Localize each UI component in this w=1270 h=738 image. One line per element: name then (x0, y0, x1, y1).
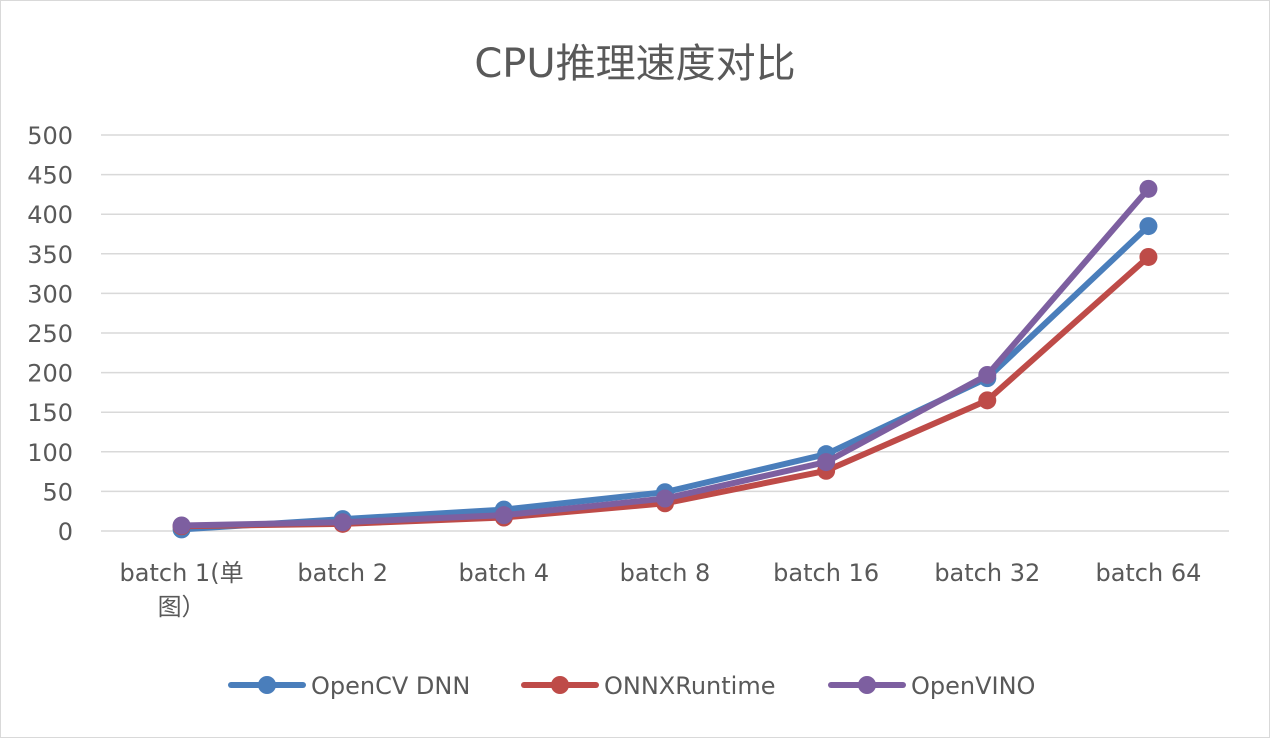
data-point (1139, 247, 1158, 266)
y-tick-label: 450 (27, 162, 73, 190)
x-tick-label: batch 8 (620, 559, 711, 587)
x-tick-label: batch 16 (773, 559, 879, 587)
y-tick-label: 100 (27, 439, 73, 467)
y-tick-label: 300 (27, 280, 73, 308)
y-tick-label: 0 (58, 518, 73, 546)
data-point (1139, 179, 1158, 198)
y-tick-label: 200 (27, 360, 73, 388)
data-point (333, 513, 352, 532)
legend-swatch-marker (858, 676, 876, 694)
legend-label: OpenCV DNN (311, 672, 470, 700)
legend-item[interactable]: ONNXRuntime (521, 672, 775, 700)
data-point (978, 391, 997, 410)
y-tick-label: 500 (27, 122, 73, 150)
x-tick-label: batch 4 (459, 559, 550, 587)
data-point (1139, 217, 1158, 236)
y-tick-label: 350 (27, 241, 73, 269)
legend-item[interactable]: OpenVINO (828, 672, 1035, 700)
data-point (978, 365, 997, 384)
legend[interactable]: OpenCV DNN ONNXRuntime OpenVINO (228, 672, 1035, 700)
legend-swatch-marker (551, 676, 569, 694)
series-lines (172, 179, 1158, 539)
y-tick-label: 150 (27, 399, 73, 427)
series-line (178, 185, 1152, 529)
data-point (656, 489, 674, 508)
legend-label: OpenVINO (911, 672, 1035, 700)
x-tick-label: batch 1(单图） (120, 559, 244, 621)
x-tick-label: batch 32 (934, 559, 1040, 587)
data-point (817, 453, 836, 472)
legend-swatch-marker (258, 676, 276, 694)
data-point (494, 506, 513, 525)
x-tick-label: batch 64 (1095, 559, 1201, 587)
legend-item[interactable]: OpenCV DNN (228, 672, 470, 700)
y-tick-label: 250 (27, 320, 73, 348)
legend-label: ONNXRuntime (604, 672, 775, 700)
data-point (172, 516, 191, 535)
y-tick-label: 400 (27, 201, 73, 229)
series-openvino (172, 179, 1158, 535)
y-tick-label: 50 (42, 478, 73, 506)
x-tick-label: batch 2 (297, 559, 388, 587)
y-axis-tick-labels: 0 50 100 150 200 250 300 350 400 450 500 (27, 122, 73, 546)
gridlines (101, 134, 1229, 532)
chart-title: CPU推理速度对比 (474, 41, 795, 87)
x-axis-tick-labels: batch 1(单图） batch 2 batch 4 batch 8 batch 16… (120, 559, 1202, 621)
